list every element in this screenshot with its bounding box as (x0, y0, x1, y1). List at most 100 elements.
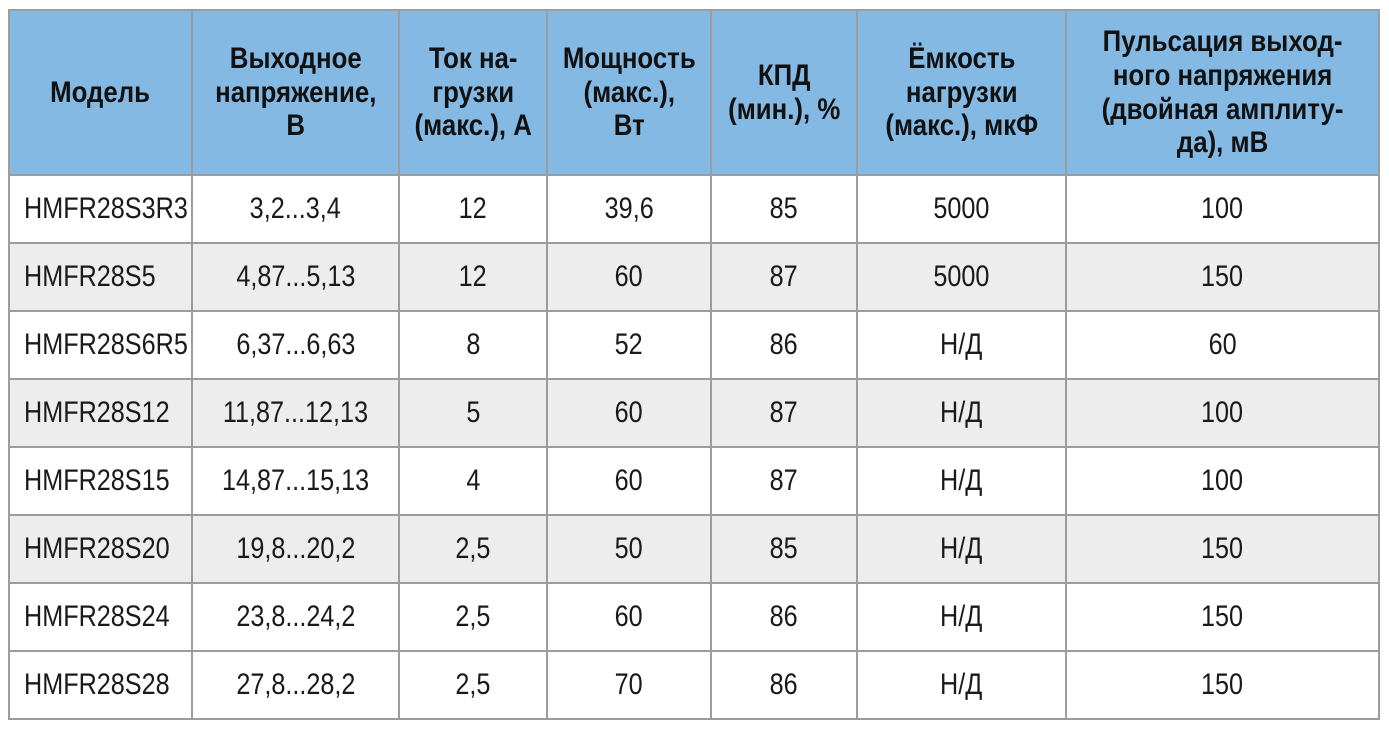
power-cell: 52 (546, 310, 712, 380)
cell-value: 150 (1201, 668, 1244, 701)
output-voltage-cell: 3,2...3,4 (191, 174, 400, 244)
cell-value: 5000 (933, 192, 990, 225)
power-cell: 39,6 (546, 174, 712, 244)
ripple-cell: 150 (1065, 582, 1380, 652)
cell-value: HMFR28S3R3 (24, 192, 188, 225)
ripple-cell: 150 (1065, 514, 1380, 584)
cell-value: 150 (1201, 260, 1244, 293)
cell-value: Н/Д (940, 396, 983, 429)
column-header-label: Модель (50, 75, 151, 109)
table-row: HMFR28S28 27,8...28,2 2,5 70 86 Н/Д 150 (8, 650, 1380, 720)
load-current-cell: 12 (398, 174, 548, 244)
ripple-cell: 100 (1065, 378, 1380, 448)
cell-value: 87 (769, 464, 799, 497)
cell-value: 85 (769, 532, 799, 565)
model-cell: HMFR28S15 (8, 446, 193, 516)
cell-value: 60 (614, 464, 644, 497)
cell-value: 86 (769, 668, 799, 701)
cell-value: Н/Д (940, 532, 983, 565)
model-cell: HMFR28S5 (8, 242, 193, 312)
efficiency-cell: 86 (710, 650, 858, 720)
cell-value: 4,87...5,13 (235, 260, 356, 293)
ripple-cell: 100 (1065, 174, 1380, 244)
load-current-cell: 2,5 (398, 650, 548, 720)
cell-value: 6,37...6,63 (235, 328, 356, 361)
table-row: HMFR28S12 11,87...12,13 5 60 87 Н/Д 100 (8, 378, 1380, 448)
cell-value: HMFR28S6R5 (24, 328, 188, 361)
cell-value: 100 (1201, 396, 1244, 429)
cell-value: HMFR28S12 (24, 396, 170, 429)
cell-value: HMFR28S15 (24, 464, 170, 497)
load-capacitance-cell: Н/Д (856, 582, 1067, 652)
column-header-label: Пульсация выход- ного напряжения (двойна… (1101, 24, 1344, 160)
load-current-cell: 4 (398, 446, 548, 516)
spec-table: Модель Выходное напряжение, В Ток на- гр… (8, 9, 1380, 720)
efficiency-cell: 86 (710, 582, 858, 652)
power-cell: 70 (546, 650, 712, 720)
column-header-label: Мощность (макс.), Вт (562, 41, 696, 143)
cell-value: 14,87...15,13 (221, 464, 370, 497)
cell-value: 4 (465, 464, 481, 497)
efficiency-cell: 87 (710, 378, 858, 448)
cell-value: 12 (458, 192, 488, 225)
cell-value: 52 (614, 328, 644, 361)
power-cell: 60 (546, 378, 712, 448)
cell-value: HMFR28S24 (24, 600, 170, 633)
column-header-power: Мощность (макс.), Вт (546, 9, 712, 176)
cell-value: 5000 (933, 260, 990, 293)
column-header-output-voltage: Выходное напряжение, В (191, 9, 400, 176)
cell-value: 50 (614, 532, 644, 565)
header-row: Модель Выходное напряжение, В Ток на- гр… (8, 9, 1380, 176)
cell-value: 2,5 (455, 668, 491, 701)
cell-value: 86 (769, 328, 799, 361)
model-cell: HMFR28S24 (8, 582, 193, 652)
cell-value: 11,87...12,13 (222, 396, 369, 429)
efficiency-cell: 87 (710, 446, 858, 516)
table-row: HMFR28S24 23,8...24,2 2,5 60 86 Н/Д 150 (8, 582, 1380, 652)
output-voltage-cell: 23,8...24,2 (191, 582, 400, 652)
column-header-label: Выходное напряжение, В (214, 41, 377, 143)
efficiency-cell: 85 (710, 174, 858, 244)
cell-value: 87 (769, 260, 799, 293)
column-header-load-current: Ток на- грузки (макс.), А (398, 9, 548, 176)
output-voltage-cell: 6,37...6,63 (191, 310, 400, 380)
load-current-cell: 2,5 (398, 582, 548, 652)
load-capacitance-cell: Н/Д (856, 378, 1067, 448)
cell-value: Н/Д (940, 668, 983, 701)
load-current-cell: 12 (398, 242, 548, 312)
power-cell: 60 (546, 446, 712, 516)
column-header-label: Ток на- грузки (макс.), А (414, 41, 532, 143)
cell-value: 150 (1201, 532, 1244, 565)
cell-value: 2,5 (455, 600, 491, 633)
efficiency-cell: 87 (710, 242, 858, 312)
cell-value: 60 (614, 396, 644, 429)
table-row: HMFR28S15 14,87...15,13 4 60 87 Н/Д 100 (8, 446, 1380, 516)
efficiency-cell: 85 (710, 514, 858, 584)
cell-value: 86 (769, 600, 799, 633)
cell-value: 2,5 (455, 532, 491, 565)
ripple-cell: 150 (1065, 650, 1380, 720)
load-capacitance-cell: Н/Д (856, 514, 1067, 584)
power-cell: 60 (546, 582, 712, 652)
output-voltage-cell: 27,8...28,2 (191, 650, 400, 720)
cell-value: 60 (614, 260, 644, 293)
power-cell: 60 (546, 242, 712, 312)
efficiency-cell: 86 (710, 310, 858, 380)
column-header-label: Ёмкость нагрузки (макс.), мкФ (885, 41, 1038, 143)
cell-value: HMFR28S20 (24, 532, 170, 565)
model-cell: HMFR28S3R3 (8, 174, 193, 244)
cell-value: 85 (769, 192, 799, 225)
load-capacitance-cell: Н/Д (856, 446, 1067, 516)
model-cell: HMFR28S12 (8, 378, 193, 448)
load-capacitance-cell: Н/Д (856, 310, 1067, 380)
model-cell: HMFR28S28 (8, 650, 193, 720)
output-voltage-cell: 14,87...15,13 (191, 446, 400, 516)
cell-value: Н/Д (940, 328, 983, 361)
cell-value: 5 (465, 396, 481, 429)
cell-value: 87 (769, 396, 799, 429)
column-header-ripple: Пульсация выход- ного напряжения (двойна… (1065, 9, 1380, 176)
cell-value: 8 (465, 328, 481, 361)
cell-value: 12 (458, 260, 488, 293)
cell-value: 100 (1201, 464, 1244, 497)
cell-value: 100 (1201, 192, 1244, 225)
